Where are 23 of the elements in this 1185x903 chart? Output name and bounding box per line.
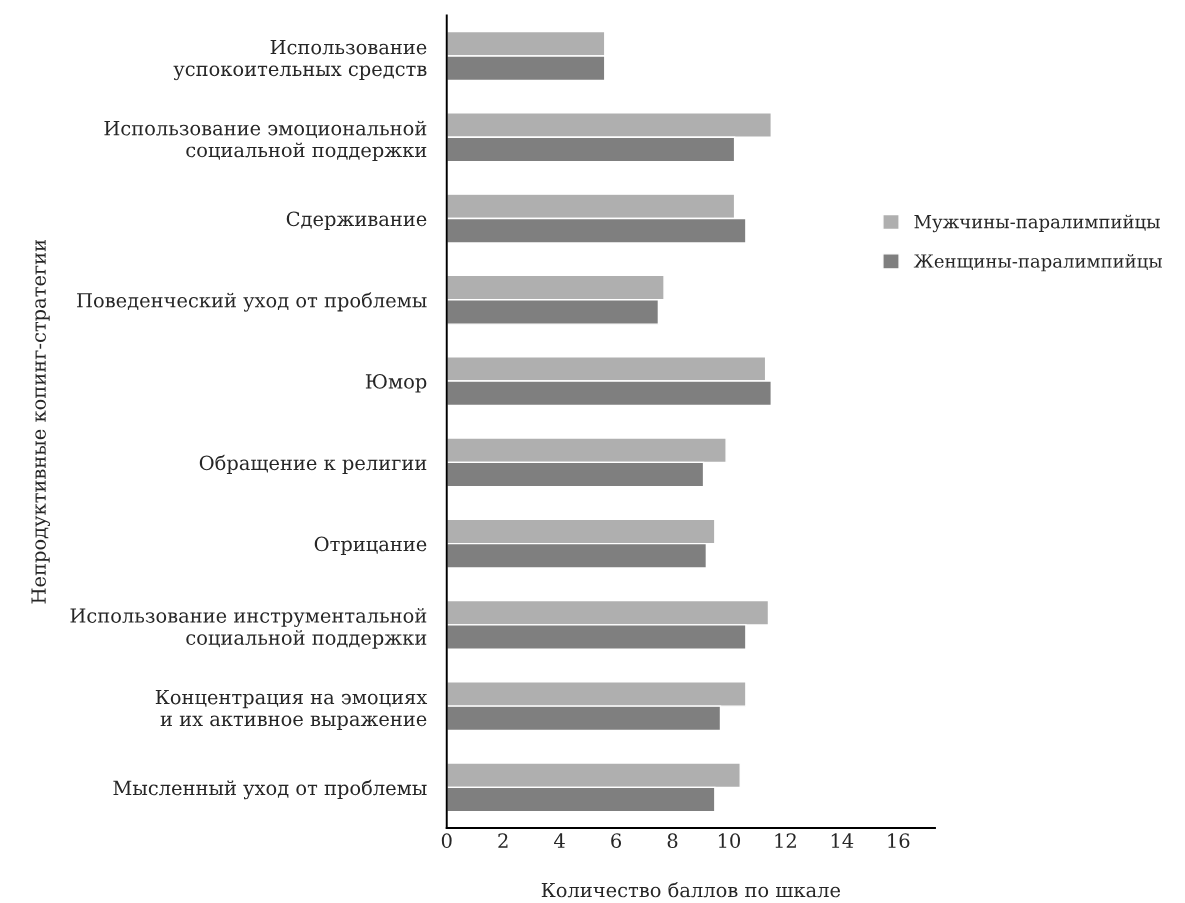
x-tick-label: 16 — [888, 833, 910, 848]
legend-label: Женщины-паралимпийцы — [913, 254, 1162, 272]
legend-label: Мужчины-паралимпийцы — [914, 214, 1160, 233]
x-tick-label: 8 — [667, 833, 678, 848]
y-tick-label: Использование эмоциональной социальной поддержки — [104, 120, 427, 162]
x-tick-label: 10 — [718, 833, 741, 848]
x-axis-title: Количество баллов по шкале — [541, 881, 841, 898]
x-tick-label: 6 — [611, 833, 622, 848]
y-tick-label: Поведенческий уход от проблемы — [77, 292, 427, 312]
y-tick-label: Использование инструментальной социальной поддержки — [70, 608, 427, 649]
x-tick-label: 14 — [831, 833, 854, 848]
x-tick-label: 2 — [498, 833, 508, 848]
x-tick-label: 4 — [554, 833, 565, 848]
y-tick-label: Обращение к религии — [199, 454, 427, 474]
y-tick-label: Сдерживание — [286, 211, 427, 230]
y-tick-label: Юмор — [365, 374, 427, 393]
y-tick-label: Отрицание — [314, 536, 427, 556]
y-tick-label: Использование успокоительных средств — [173, 39, 427, 81]
x-tick-label: 12 — [775, 833, 796, 848]
x-tick-label: 0 — [441, 833, 452, 848]
y-axis-title: Непродуктивные копинг-стратегии — [31, 239, 50, 604]
y-tick-label: Концентрация на эмоциях и их активное выражение — [155, 689, 428, 730]
y-tick-label: Мысленный уход от проблемы — [113, 779, 427, 800]
